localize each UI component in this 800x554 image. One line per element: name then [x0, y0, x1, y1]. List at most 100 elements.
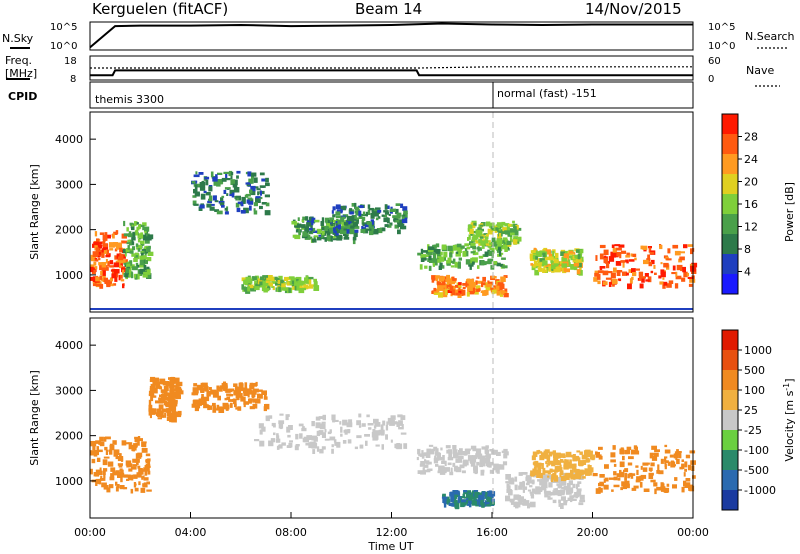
heatmap-cell — [228, 399, 234, 402]
heatmap-cell — [484, 251, 488, 257]
heatmap-cell — [610, 459, 616, 463]
heatmap-cell — [608, 477, 614, 480]
heatmap-cell — [255, 398, 261, 404]
heatmap-cell — [462, 286, 466, 289]
heatmap-cell — [440, 251, 443, 256]
heatmap-cell — [585, 457, 589, 462]
heatmap-cell — [144, 231, 147, 234]
heatmap-cell — [102, 275, 106, 279]
heatmap-cell — [512, 239, 518, 245]
heatmap-cell — [458, 282, 462, 286]
heatmap-cell — [581, 454, 588, 460]
heatmap-cell — [651, 445, 657, 450]
heatmap-cell — [354, 206, 360, 210]
heatmap-cell — [144, 226, 150, 232]
heatmap-cell — [120, 274, 123, 279]
heatmap-cell — [169, 389, 173, 396]
heatmap-cell — [246, 183, 251, 187]
colorbar-tick-label: 100 — [744, 384, 765, 397]
heatmap-cell — [237, 406, 242, 411]
heatmap-cell — [219, 385, 225, 390]
heatmap-cell — [332, 238, 337, 241]
heatmap-cell — [209, 206, 215, 211]
heatmap-cell — [258, 423, 264, 429]
heatmap-cell — [541, 463, 544, 469]
heatmap-cell — [444, 467, 450, 472]
heatmap-cell — [111, 273, 117, 279]
heatmap-cell — [122, 269, 125, 275]
heatmap-cell — [602, 281, 608, 286]
heatmap-cell — [441, 279, 446, 286]
heatmap-cell — [172, 400, 178, 405]
heatmap-cell — [598, 455, 603, 460]
heatmap-cell — [648, 473, 654, 479]
heatmap-cell — [165, 381, 170, 386]
ytick-label: 1000 — [55, 475, 83, 488]
heatmap-cell — [134, 437, 137, 442]
heatmap-cell — [608, 256, 615, 262]
heatmap-cell — [109, 445, 115, 451]
heatmap-cell — [306, 222, 312, 227]
heatmap-cell — [640, 474, 647, 479]
heatmap-cell — [268, 415, 273, 419]
heatmap-cell — [465, 281, 471, 288]
heatmap-cell — [242, 198, 246, 204]
heatmap-cell — [351, 218, 355, 224]
heatmap-cell — [593, 277, 598, 282]
heatmap-cell — [473, 467, 476, 471]
heatmap-cell — [371, 211, 374, 215]
heatmap-cell — [394, 421, 398, 425]
heatmap-cell — [433, 288, 440, 295]
heatmap-cell — [128, 274, 133, 278]
heatmap-cell — [450, 265, 455, 268]
heatmap-cell — [589, 452, 593, 457]
heatmap-cell — [356, 435, 362, 439]
heatmap-cell — [95, 247, 99, 253]
heatmap-cell — [115, 453, 118, 460]
heatmap-cell — [99, 283, 104, 289]
heatmap-cell — [525, 482, 530, 486]
heatmap-cell — [624, 477, 627, 481]
heatmap-cell — [271, 281, 277, 284]
heatmap-cell — [509, 498, 515, 503]
heatmap-cell — [104, 446, 108, 451]
heatmap-cell — [134, 274, 138, 280]
heatmap-cell — [688, 283, 693, 287]
heatmap-cell — [487, 258, 494, 262]
heatmap-cell — [496, 290, 501, 296]
heatmap-cell — [432, 252, 436, 258]
heatmap-cell — [299, 433, 303, 439]
heatmap-cell — [127, 442, 133, 445]
heatmap-cell — [427, 258, 430, 262]
heatmap-cell — [212, 407, 217, 413]
heatmap-cell — [358, 413, 362, 418]
heatmap-cell — [372, 228, 379, 235]
heatmap-cell — [667, 248, 671, 254]
heatmap-cell — [295, 433, 299, 440]
heatmap-cell — [344, 234, 349, 239]
heatmap-cell — [347, 439, 352, 444]
heatmap-cell — [99, 436, 104, 442]
heatmap-cell — [172, 403, 176, 408]
heatmap-cell — [514, 476, 518, 482]
heatmap-cell — [632, 272, 637, 277]
heatmap-cell — [321, 233, 324, 239]
heatmap-cell — [126, 242, 131, 245]
heatmap-cell — [244, 194, 249, 198]
heatmap-cell — [529, 485, 533, 488]
heatmap-cell — [389, 222, 393, 226]
heatmap-cell — [92, 444, 96, 451]
heatmap-cell — [564, 268, 570, 273]
heatmap-cell — [485, 221, 491, 227]
heatmap-cell — [573, 252, 576, 255]
heatmap-cell — [458, 455, 464, 460]
heatmap-cell — [103, 456, 110, 459]
heatmap-cell — [301, 219, 305, 222]
heatmap-cell — [653, 482, 658, 487]
heatmap-cell — [133, 474, 138, 479]
heatmap-cell — [251, 392, 256, 398]
beam-title: Beam 14 — [355, 0, 422, 18]
heatmap-cell — [547, 475, 553, 480]
heatmap-cell — [683, 472, 686, 477]
sky-panel-frame — [89, 21, 694, 51]
